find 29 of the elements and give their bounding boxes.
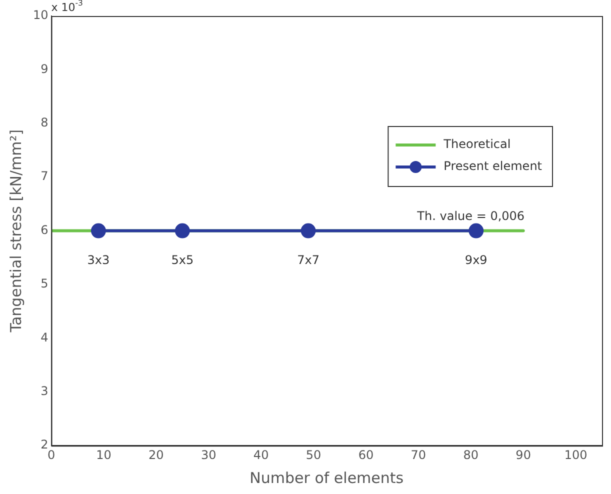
x-tick-label: 0 <box>47 448 56 462</box>
annotation: 5x5 <box>171 252 194 267</box>
x-tick-label: 10 <box>96 448 112 462</box>
x-tick-label: 40 <box>253 448 269 462</box>
y-tick-label: 5 <box>40 276 48 291</box>
y-tick-label: 8 <box>40 116 48 130</box>
annotation: 3x3 <box>87 252 110 267</box>
x-tick-label: 30 <box>200 448 216 462</box>
x-tick-label: 100 <box>564 448 588 462</box>
y-tick-label: 7 <box>40 169 48 184</box>
y-tick-label: 3 <box>40 384 48 398</box>
x-tick-label: 70 <box>410 448 426 462</box>
legend-label: Present element <box>444 159 542 174</box>
annotation: 7x7 <box>297 252 320 267</box>
x-tick-label: 90 <box>516 448 531 462</box>
y-tick-label: 4 <box>40 330 48 344</box>
y-tick-label: 10 <box>32 8 48 22</box>
y-tick-label: 2 <box>40 438 48 452</box>
x-tick-label: 80 <box>463 448 479 462</box>
x-axis-title: Number of elements <box>250 468 404 487</box>
y-axis-title: Tangential stress [kN/mm²] <box>6 129 25 334</box>
y-tick-label: 6 <box>40 222 48 237</box>
x-tick-label: 50 <box>306 448 322 462</box>
annotation: 9x9 <box>464 252 488 267</box>
x-tick-label: 60 <box>358 448 374 462</box>
annotation: Th. value = 0,006 <box>416 208 525 223</box>
legend-label: Theoretical <box>442 137 511 152</box>
x-tick-label: 20 <box>148 448 164 462</box>
y-tick-label: 9 <box>40 62 48 76</box>
